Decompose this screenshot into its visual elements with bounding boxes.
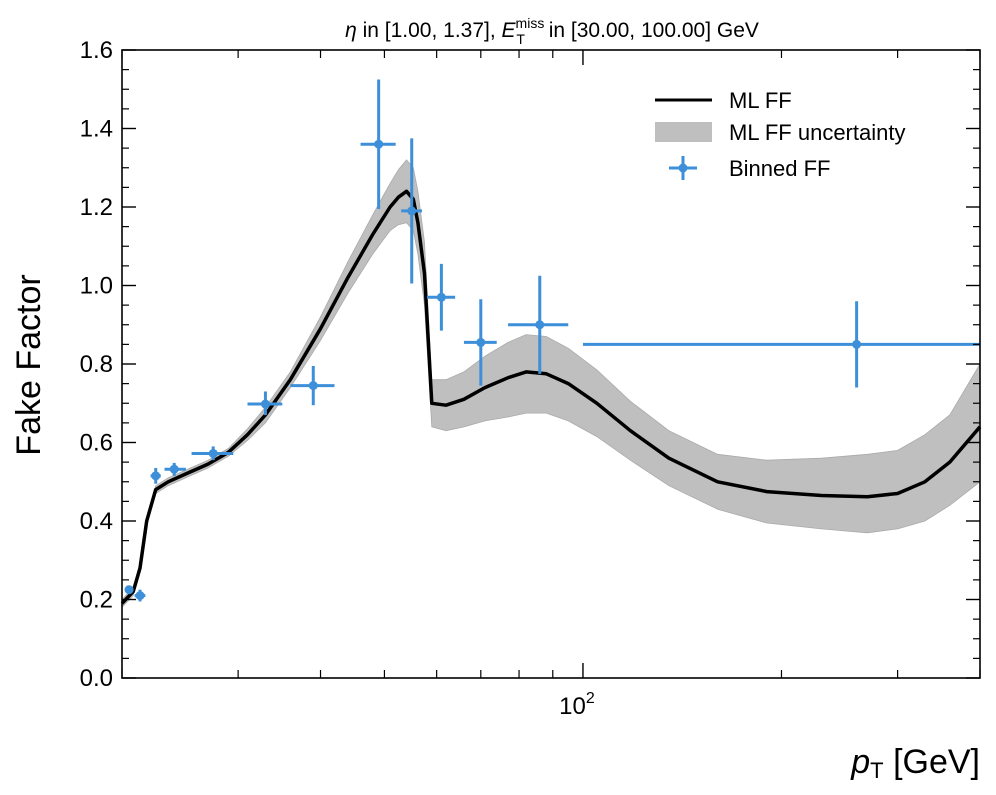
binned-ff-marker xyxy=(407,206,417,216)
chart-title: η in [1.00, 1.37], Emiss T in [30.00, 100… xyxy=(345,15,759,47)
title-eta-range: in [1.00, 1.37], xyxy=(357,19,502,42)
x-axis-label: pT [GeV] xyxy=(850,743,980,783)
binned-ff-point-7 xyxy=(360,79,396,209)
legend-band-swatch xyxy=(655,122,712,142)
binned-ff-marker xyxy=(208,448,218,458)
y-tick-label: 0.6 xyxy=(80,430,113,457)
title-eta-symbol: η xyxy=(345,19,357,42)
binned-ff-point-9 xyxy=(426,263,456,331)
binned-ff-marker xyxy=(535,320,545,330)
binned-ff-point-1 xyxy=(134,589,146,602)
legend-label-ml-ff-uncertainty: ML FF uncertainty xyxy=(729,120,905,145)
binned-ff-point-5 xyxy=(247,391,283,416)
legend-marker-dot xyxy=(678,163,688,173)
binned-ff-point-0 xyxy=(124,585,134,595)
y-tick-label: 0.4 xyxy=(80,508,113,535)
y-tick-label: 1.2 xyxy=(80,194,113,221)
binned-ff-marker xyxy=(151,471,161,481)
title-met-sup: miss xyxy=(516,15,545,31)
y-tick-label: 1.6 xyxy=(80,37,113,64)
binned-ff-marker xyxy=(436,292,446,302)
legend: ML FF ML FF uncertainty Binned FF xyxy=(655,88,905,181)
y-tick-label: 1.4 xyxy=(80,116,113,143)
x-axis-label-sub: T xyxy=(870,758,883,783)
ml-ff-uncertainty-band xyxy=(121,159,981,609)
y-axis-label: Fake Factor xyxy=(10,274,48,455)
x-major-tick-label: 102 xyxy=(559,690,595,720)
binned-ff-point-11 xyxy=(508,275,569,374)
y-tick-label: 0.0 xyxy=(80,665,113,692)
binned-ff-point-6 xyxy=(290,365,335,406)
binned-ff-marker xyxy=(476,337,486,347)
binned-ff-marker xyxy=(169,464,179,474)
x-axis-label-unit: [GeV] xyxy=(884,743,980,781)
y-tick-label: 0.2 xyxy=(80,587,113,614)
binned-ff-marker xyxy=(135,591,145,601)
binned-ff-point-12 xyxy=(582,301,980,388)
title-met-sub: T xyxy=(516,31,525,47)
x-axis-label-symbol: p xyxy=(850,743,870,781)
binned-ff-point-2 xyxy=(150,468,161,484)
binned-ff-marker xyxy=(260,399,270,409)
title-met-range: in [30.00, 100.00] GeV xyxy=(543,19,759,42)
binned-ff-point-3 xyxy=(164,462,186,476)
x-major-tick-base: 10 xyxy=(559,693,586,720)
binned-ff-marker xyxy=(852,339,862,349)
binned-ff-marker xyxy=(124,585,134,595)
binned-ff-points-layer xyxy=(124,79,980,602)
binned-ff-point-4 xyxy=(191,446,234,461)
binned-ff-point-8 xyxy=(401,138,422,284)
binned-ff-marker xyxy=(308,381,318,391)
legend-label-binned-ff: Binned FF xyxy=(729,156,831,181)
y-tick-label: 1.0 xyxy=(80,273,113,300)
axes-layer: 0.0 0.2 0.4 0.6 0.8 1.0 1.2 1.4 1.6 102 xyxy=(80,37,981,720)
binned-ff-point-10 xyxy=(463,299,497,386)
x-major-tick-exponent: 2 xyxy=(586,690,595,707)
title-met-symbol: E xyxy=(502,19,517,42)
binned-ff-marker xyxy=(374,139,384,149)
ml-ff-line xyxy=(120,189,982,605)
legend-label-ml-ff: ML FF xyxy=(729,88,792,113)
y-tick-label: 0.8 xyxy=(80,351,113,378)
uncertainty-band-layer xyxy=(121,159,981,609)
ml-ff-line-layer xyxy=(120,189,982,605)
